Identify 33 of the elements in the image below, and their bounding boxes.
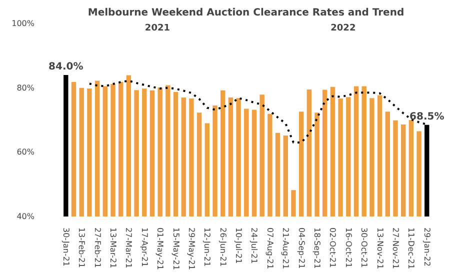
data-label: 68.5% (410, 111, 444, 122)
x-tick-label: 12-Jun-21 (202, 228, 212, 267)
x-tick-label: 13-Feb-21 (77, 228, 86, 268)
x-tick-label: 29-May-21 (186, 228, 196, 270)
y-tick-label: 100% (12, 19, 35, 28)
x-tick-label: 27-Nov-21 (390, 228, 400, 270)
x-tick-label: 10-Jul-21 (234, 228, 244, 264)
x-tick-label: 13-Mar-21 (108, 228, 118, 268)
x-tick-label: 30-Oct-21 (360, 228, 369, 268)
x-tick-label: 13-Nov-21 (375, 228, 384, 270)
x-tick-label: 24-Jul-21 (250, 228, 259, 264)
x-tick-label: 30-Jan-21 (61, 228, 70, 266)
x-tick-label: 21-Aug-21 (281, 228, 290, 270)
x-tick-label: 15-May-21 (171, 228, 180, 270)
x-tick-label: 18-Sep-21 (312, 228, 322, 269)
x-tick-label: 01-May-21 (156, 228, 165, 270)
x-tick-label: 17-Apr-21 (140, 228, 149, 267)
y-tick-label: 40% (16, 212, 35, 221)
x-tick-label: 02-Oct-21 (328, 228, 338, 268)
data-label: 84.0% (48, 61, 84, 72)
x-tick-label: 07-Aug-21 (265, 228, 274, 270)
x-tick-label: 27-Mar-21 (124, 228, 134, 268)
x-tick-label: 04-Sep-21 (296, 228, 306, 269)
x-tick-label: 27-Feb-21 (92, 228, 102, 268)
annotation: 2021 (144, 24, 170, 34)
y-tick-label: 60% (16, 148, 35, 157)
x-tick-label: 11-Dec-21 (406, 228, 416, 270)
x-tick-label: 16-Oct-21 (344, 228, 353, 268)
y-tick-label: 80% (16, 83, 35, 92)
x-tick-label: 26-Jun-21 (218, 228, 228, 267)
chart-title: Melbourne Weekend Auction Clearance Rates and Trend (88, 8, 404, 18)
x-tick-label: 29-Jan-22 (422, 228, 432, 266)
annotation: 2022 (330, 24, 356, 34)
